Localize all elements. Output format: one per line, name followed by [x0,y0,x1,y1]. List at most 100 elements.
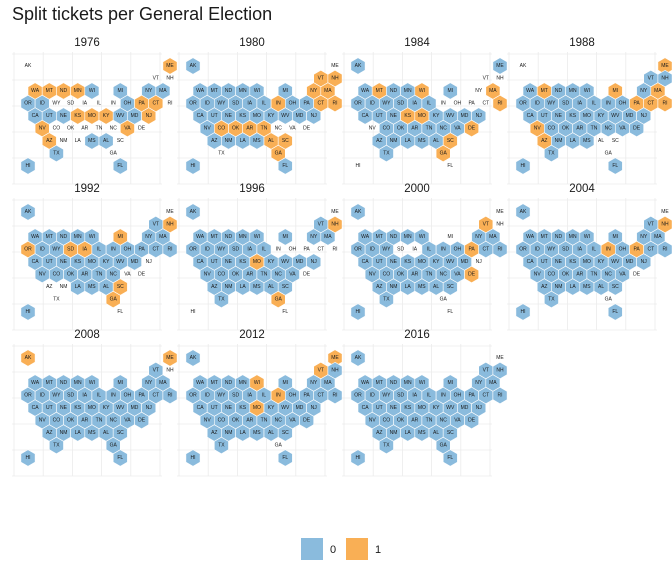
state-label-id: ID [370,247,375,253]
state-label-md: MD [296,113,304,119]
state-label-wa: WA [526,234,535,240]
state-label-ks: KS [74,113,81,119]
state-label-nj: NJ [311,405,318,411]
state-label-az: AZ [376,138,382,144]
state-label-ny: NY [475,88,483,94]
state-label-ga: GA [110,297,118,303]
state-label-me: ME [331,209,339,215]
state-label-va: VA [619,126,626,132]
state-label-nv: NV [204,126,212,132]
state-label-hi: HI [521,309,526,315]
state-label-pa: PA [633,247,640,253]
state-label-mn: MN [239,88,247,94]
legend-key-1 [346,538,368,560]
hex-de [464,411,480,430]
state-label-nm: NM [60,430,68,436]
state-label-ok: OK [562,126,570,132]
state-label-nm: NM [555,284,563,290]
state-label-mo: MO [418,113,426,119]
hex-tx [214,436,229,455]
state-label-hi: HI [521,163,526,169]
state-label-de: DE [138,272,146,278]
state-label-mt: MT [541,88,548,94]
state-label-al: AL [103,284,109,290]
state-label-ar: AR [411,126,418,132]
state-label-il: IL [97,393,101,399]
hex-de [629,119,645,138]
state-label-wi: WI [89,88,95,94]
state-label-oh: OH [124,247,132,253]
state-label-vt: VT [483,368,489,374]
state-label-ne: NE [60,405,68,411]
state-label-mi: MI [118,380,124,386]
state-label-wa: WA [526,88,535,94]
hex-fl [607,157,623,175]
state-label-al: AL [433,430,439,436]
state-label-nd: ND [225,380,233,386]
state-label-ca: CA [362,405,370,411]
state-label-ut: UT [211,259,218,265]
state-label-wa: WA [196,88,205,94]
state-label-oh: OH [454,247,462,253]
state-label-fl: FL [447,309,453,315]
hex-tx [214,290,229,309]
state-label-ne: NE [225,405,233,411]
state-label-me: ME [166,209,174,215]
state-label-tx: TX [548,297,555,303]
state-label-ma: MA [159,380,167,386]
state-label-la: LA [240,430,247,436]
state-label-ct: CT [647,247,654,253]
state-label-tx: TX [53,443,60,449]
state-label-ca: CA [362,259,370,265]
state-label-fl: FL [612,309,618,315]
state-label-ia: IA [247,247,252,253]
state-label-id: ID [370,393,375,399]
state-label-ms: MS [583,284,591,290]
state-label-oh: OH [124,101,132,107]
state-label-ak: AK [25,355,32,361]
state-label-me: ME [661,209,669,215]
hex-hi [185,449,201,467]
panel-title: 2016 [404,329,430,341]
state-label-tn: TN [426,126,433,132]
state-label-az: AZ [211,430,217,436]
hex-ak [185,57,201,75]
state-label-ne: NE [390,259,398,265]
state-label-de: DE [138,418,146,424]
state-label-de: DE [303,272,311,278]
state-label-co: CO [383,272,391,278]
state-label-ca: CA [32,259,40,265]
state-label-wi: WI [89,380,95,386]
state-label-mn: MN [569,88,577,94]
state-label-ok: OK [397,418,405,424]
state-label-nd: ND [390,88,398,94]
state-label-hi: HI [356,163,361,169]
state-label-fl: FL [612,163,618,169]
state-label-ks: KS [239,259,246,265]
state-label-la: LA [75,138,82,144]
hex-ms [579,132,595,150]
panel-title: 2012 [239,329,265,341]
state-label-ak: AK [355,63,362,69]
state-label-wi: WI [254,88,260,94]
state-label-me: ME [331,355,339,361]
state-label-mo: MO [583,259,591,265]
state-label-mt: MT [46,88,53,94]
state-label-pa: PA [468,247,475,253]
state-label-in: IN [441,393,446,399]
state-label-sc: SC [117,284,124,290]
state-label-in: IN [276,101,281,107]
hex-wi [84,82,100,100]
state-label-tx: TX [218,297,225,303]
state-label-ok: OK [562,272,570,278]
state-label-wa: WA [361,234,370,240]
state-label-nh: NH [331,76,339,82]
state-label-or: OR [189,393,197,399]
panel-title: 2008 [74,329,100,341]
state-label-va: VA [454,418,461,424]
state-label-sd: SD [562,101,569,107]
state-label-ca: CA [197,113,205,119]
state-label-tn: TN [96,418,103,424]
hex-nj [141,107,157,125]
